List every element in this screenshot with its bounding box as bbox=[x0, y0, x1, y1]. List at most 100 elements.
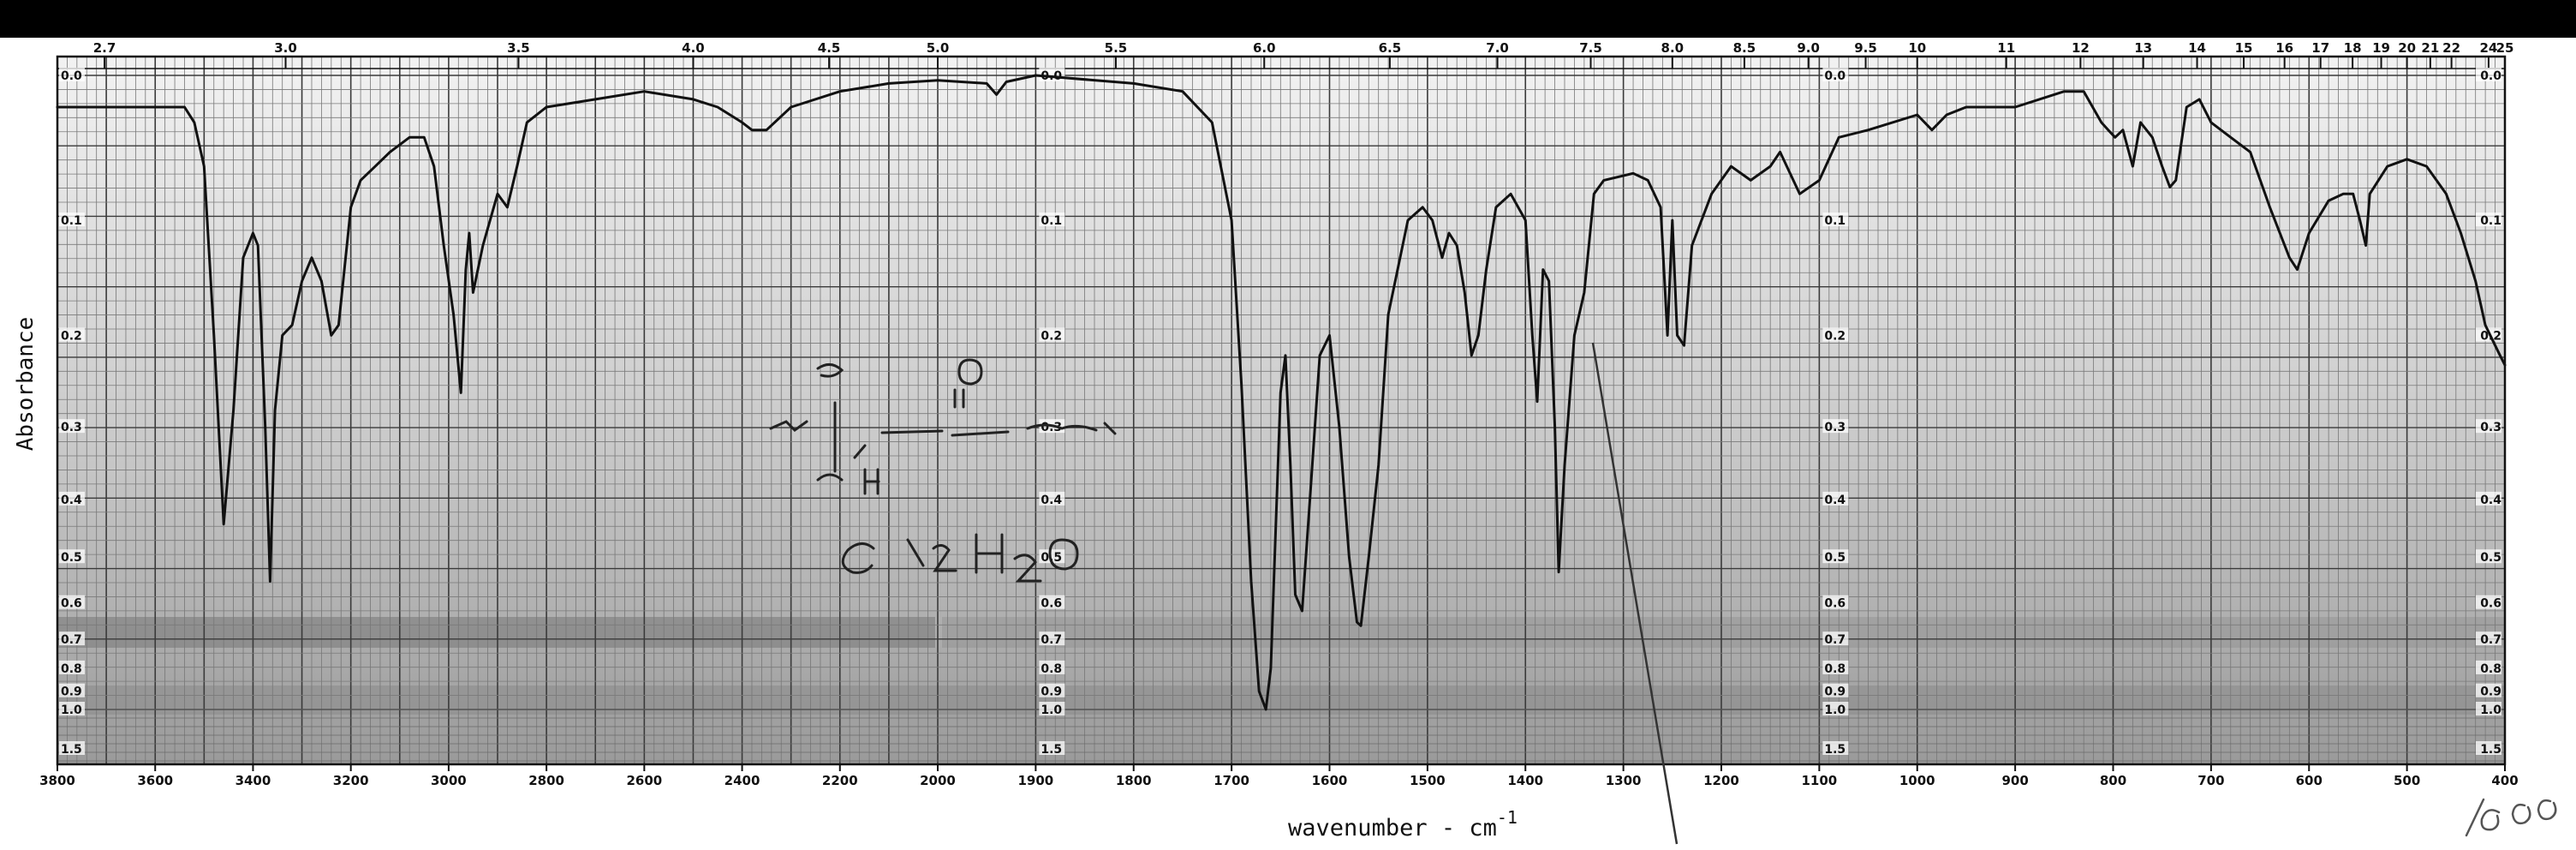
y-tick-label: 0.1 bbox=[2480, 214, 2501, 228]
top-tick-label: 19 bbox=[2372, 40, 2390, 56]
y-tick-label-bg bbox=[59, 660, 85, 674]
y-tick-label: 0.7 bbox=[2480, 633, 2501, 647]
y-tick-label-bg bbox=[1039, 327, 1065, 342]
bottom-tick-label: 2000 bbox=[920, 773, 956, 788]
top-tick-label: 21 bbox=[2421, 40, 2439, 56]
y-tick-label: 0.2 bbox=[1041, 329, 1062, 343]
y-tick-label-bg bbox=[59, 68, 85, 81]
y-tick-label: 0.8 bbox=[2480, 662, 2501, 676]
y-tick-label-bg bbox=[1039, 549, 1065, 564]
top-tick-label: 9.0 bbox=[1797, 40, 1820, 56]
top-tick-label: 4.5 bbox=[818, 40, 841, 56]
y-tick-label: 1.5 bbox=[61, 743, 82, 757]
y-tick-label-bg bbox=[59, 683, 85, 697]
bottom-tick-label: 1000 bbox=[1899, 773, 1935, 788]
y-tick-label: 0.3 bbox=[2480, 421, 2501, 434]
y-tick-label: 0.0 bbox=[1824, 69, 1846, 83]
y-axis-label: Absorbance bbox=[13, 317, 39, 452]
top-tick-label: 5.5 bbox=[1105, 40, 1128, 56]
y-tick-label-bg bbox=[59, 702, 85, 715]
handwritten-structure-sketch bbox=[769, 358, 1117, 583]
top-tick-label: 7.5 bbox=[1579, 40, 1602, 56]
bottom-tick-label: 3400 bbox=[236, 773, 271, 788]
y-tick-label-bg bbox=[1822, 68, 1849, 81]
bottom-tick-label: 1300 bbox=[1606, 773, 1642, 788]
y-tick-label-bg bbox=[1039, 683, 1065, 697]
y-tick-label-bg bbox=[59, 549, 85, 564]
top-tick-label: 3.5 bbox=[507, 40, 530, 56]
y-tick-label-bg bbox=[2476, 741, 2501, 755]
top-tick-label: 6.0 bbox=[1253, 40, 1276, 56]
y-tick-label: 0.0 bbox=[2480, 69, 2501, 83]
bottom-tick-label: 2600 bbox=[626, 773, 662, 788]
y-tick-label-bg bbox=[59, 741, 85, 755]
y-tick-label: 0.6 bbox=[1041, 597, 1062, 611]
bottom-tick-label: 600 bbox=[2296, 773, 2323, 788]
y-tick-label-bg bbox=[1822, 595, 1849, 609]
y-tick-label: 1.0 bbox=[61, 703, 82, 717]
y-tick-label-bg bbox=[59, 491, 85, 506]
y-tick-label: 0.7 bbox=[1041, 633, 1062, 647]
y-tick-label: 0.8 bbox=[1824, 662, 1846, 676]
bottom-tick-label: 1200 bbox=[1703, 773, 1739, 788]
top-tick-label: 13 bbox=[2134, 40, 2152, 56]
y-tick-label: 1.0 bbox=[1824, 703, 1846, 717]
plot-frame bbox=[56, 55, 2507, 766]
y-tick-label-bg bbox=[1822, 660, 1849, 674]
y-tick-label-bg bbox=[1822, 632, 1849, 646]
grid-paper bbox=[57, 57, 2505, 764]
y-tick-label-bg bbox=[1822, 491, 1849, 506]
bottom-tick-label: 2200 bbox=[822, 773, 858, 788]
top-tick-label: 10 bbox=[1908, 40, 1926, 56]
y-tick-label-bg bbox=[1039, 632, 1065, 646]
bottom-tick-label: 1600 bbox=[1312, 773, 1348, 788]
y-tick-label-bg bbox=[1039, 491, 1065, 506]
top-tick-label: 17 bbox=[2311, 40, 2329, 56]
y-tick-label-bg bbox=[1039, 595, 1065, 609]
top-tick-label: 16 bbox=[2275, 40, 2293, 56]
y-tick-label-bg bbox=[1039, 212, 1065, 227]
top-tick-label: 22 bbox=[2442, 40, 2460, 56]
y-tick-label: 0.3 bbox=[1824, 421, 1846, 434]
x-axis-label: wavenumber - cm-1 bbox=[1288, 807, 1518, 841]
y-tick-label-bg bbox=[2476, 68, 2501, 81]
y-tick-label-bg bbox=[2476, 632, 2501, 646]
top-tick-label: 4.0 bbox=[682, 40, 705, 56]
top-tick-label: 25 bbox=[2496, 40, 2514, 56]
y-tick-label: 0.5 bbox=[2480, 551, 2501, 565]
scan-top-border bbox=[0, 0, 2576, 38]
y-tick-label-bg bbox=[2476, 702, 2501, 715]
y-tick-label: 1.0 bbox=[1041, 703, 1062, 717]
y-tick-label: 0.4 bbox=[1824, 494, 1846, 507]
bottom-tick-label: 1500 bbox=[1410, 773, 1446, 788]
y-tick-label-bg bbox=[2476, 419, 2501, 434]
grid-lines bbox=[56, 55, 2507, 766]
top-tick-label: 18 bbox=[2344, 40, 2362, 56]
bottom-tick-label: 2800 bbox=[528, 773, 564, 788]
y-tick-label-bg bbox=[59, 327, 85, 342]
y-tick-label: 0.4 bbox=[1041, 494, 1062, 507]
bottom-tick-label: 3000 bbox=[431, 773, 467, 788]
bottom-tick-label: 400 bbox=[2491, 773, 2518, 788]
spectrum-trace bbox=[56, 74, 2507, 711]
y-tick-label: 0.1 bbox=[1041, 214, 1062, 228]
y-tick-label-bg bbox=[59, 595, 85, 609]
bottom-tick-label: 3600 bbox=[137, 773, 173, 788]
bottom-tick-label: 1100 bbox=[1802, 773, 1838, 788]
bottom-tick-label: 1800 bbox=[1116, 773, 1152, 788]
y-tick-label: 0.4 bbox=[2480, 494, 2501, 507]
dark-band-2 bbox=[57, 685, 2505, 715]
top-axis-micron-ticks: 2.7 3.0 3.5 4.0 4.5 5.0 5.5 6.0 6.5 7.0 7.5 8.0 8.5 9… bbox=[93, 40, 2514, 69]
y-tick-label-bg bbox=[1039, 702, 1065, 715]
bottom-tick-label: 3200 bbox=[333, 773, 369, 788]
y-tick-label: 0.0 bbox=[61, 69, 82, 83]
y-tick-label: 0.6 bbox=[1824, 597, 1846, 611]
dark-band-3 bbox=[942, 617, 2505, 648]
y-tick-label: 0.8 bbox=[1041, 662, 1062, 676]
top-tick-label: 14 bbox=[2188, 40, 2206, 56]
y-tick-label: 0.7 bbox=[1824, 633, 1846, 647]
bottom-tick-label: 700 bbox=[2197, 773, 2224, 788]
top-tick-label: 8.5 bbox=[1733, 40, 1756, 56]
bottom-axis-wavenumber-ticks: 3800 3600 3400 3200 3000 2800 2600 2400 2200 2000… bbox=[39, 764, 2519, 788]
y-tick-label-bg bbox=[59, 419, 85, 434]
